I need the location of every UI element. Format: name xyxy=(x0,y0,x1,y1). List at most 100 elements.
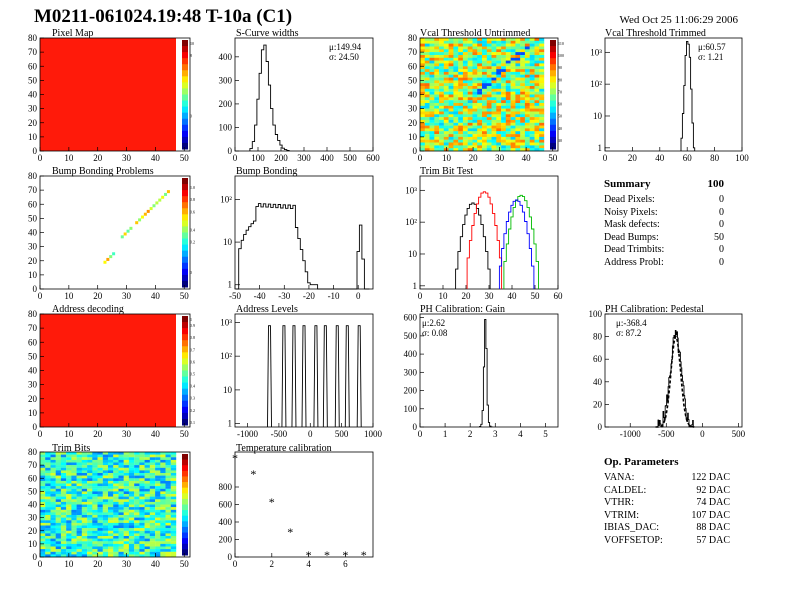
heatmap-cell xyxy=(467,119,473,123)
address-peak xyxy=(334,325,340,428)
heatmap-cell xyxy=(118,470,124,474)
heatmap-cell xyxy=(505,117,511,121)
heatmap-cell xyxy=(496,94,502,98)
heatmap-cell xyxy=(529,38,535,41)
heatmap-cell xyxy=(113,457,119,461)
heatmap-cell xyxy=(55,478,62,482)
heatmap-cell xyxy=(534,134,540,138)
heatmap-cell xyxy=(524,77,530,81)
heatmap-cell xyxy=(429,134,435,138)
heatmap-cell xyxy=(462,91,468,95)
heatmap-cell xyxy=(144,467,150,471)
heatmap-cell xyxy=(50,551,56,555)
heatmap-cell xyxy=(76,541,82,545)
heatmap-cell xyxy=(155,483,161,487)
heatmap-cell xyxy=(524,71,530,75)
heatmap-cell xyxy=(108,522,114,526)
heatmap-cell xyxy=(472,63,478,67)
heatmap-cell xyxy=(108,554,114,558)
heatmap-cell xyxy=(477,38,483,41)
heatmap-cell xyxy=(134,452,140,455)
heatmap-cell xyxy=(472,52,478,56)
x-tick-label: -500 xyxy=(658,429,675,439)
heatmap-cell xyxy=(524,117,530,121)
heatmap-cell xyxy=(443,131,449,135)
heatmap-cell xyxy=(87,480,93,484)
heatmap-cell xyxy=(520,63,526,67)
palette-cell xyxy=(550,82,556,89)
heatmap-cell xyxy=(118,473,124,476)
heatmap-cell xyxy=(448,145,454,149)
heatmap-cell xyxy=(165,525,171,529)
heatmap-cell xyxy=(139,509,145,513)
heatmap-cell xyxy=(505,46,511,50)
heatmap-cell xyxy=(534,55,540,58)
heatmap-cell xyxy=(524,60,530,64)
heatmap-cell xyxy=(529,122,535,126)
heatmap-cell xyxy=(76,488,82,492)
heatmap-cell xyxy=(128,501,135,505)
heatmap-cell xyxy=(477,103,483,106)
heatmap-cell xyxy=(453,122,459,126)
heatmap-cell xyxy=(496,71,502,75)
heatmap-cell xyxy=(149,462,156,466)
heatmap-cell xyxy=(155,517,161,521)
heatmap-cell xyxy=(102,509,109,513)
heatmap-cell xyxy=(520,134,526,138)
heatmap-cell xyxy=(505,100,511,104)
heatmap-cell xyxy=(139,533,145,537)
heatmap-cell xyxy=(149,475,156,479)
heatmap-cell xyxy=(123,454,130,458)
heatmap-cell xyxy=(71,457,77,461)
palette-label: 0.4 xyxy=(190,227,195,232)
heatmap-cell xyxy=(55,538,62,542)
heatmap-cell xyxy=(534,83,540,87)
heatmap-cell xyxy=(165,554,171,558)
heatmap-cell xyxy=(123,543,130,547)
x-tick-label: 600 xyxy=(366,153,380,163)
param-value: 74 DAC xyxy=(696,497,730,508)
heatmap-cell xyxy=(71,459,77,463)
heatmap-cell xyxy=(160,494,166,497)
heatmap-cell xyxy=(165,462,171,466)
heatmap-cell xyxy=(102,470,109,474)
heatmap-cell xyxy=(40,475,46,479)
heatmap-cell xyxy=(113,470,119,474)
heatmap-cell xyxy=(155,522,161,526)
heatmap-cell xyxy=(139,475,145,479)
heatmap-cell xyxy=(160,530,166,534)
heatmap-cell xyxy=(448,108,454,112)
heatmap-cell xyxy=(113,491,119,495)
palette-cell xyxy=(182,364,188,371)
heatmap-cell xyxy=(486,80,492,84)
heatmap-cell xyxy=(97,501,103,505)
heatmap-cell xyxy=(76,528,82,531)
heatmap-cell xyxy=(149,480,156,484)
heatmap-cell xyxy=(113,512,119,516)
calibration-point: * xyxy=(306,548,312,562)
heatmap-cell xyxy=(71,554,77,558)
heatmap-cell xyxy=(491,103,497,106)
heatmap-cell xyxy=(144,522,150,526)
heatmap-cell xyxy=(448,94,454,98)
heatmap-cell xyxy=(71,467,77,471)
heatmap-cell xyxy=(92,522,98,526)
heatmap-cell xyxy=(134,465,140,468)
heatmap-cell xyxy=(429,77,435,81)
heatmap-cell xyxy=(434,55,440,58)
heatmap-cell xyxy=(496,117,502,121)
heatmap-cell xyxy=(134,530,140,534)
heatmap-cell xyxy=(467,128,473,132)
palette-cell xyxy=(182,334,188,341)
heatmap-cell xyxy=(60,536,67,539)
heatmap-cell xyxy=(496,52,502,56)
heatmap-cell xyxy=(534,46,540,50)
palette-cell xyxy=(182,470,188,477)
bump-point xyxy=(109,255,113,259)
heatmap-cell xyxy=(515,46,521,50)
heatmap-cell xyxy=(515,43,521,47)
heatmap-cell xyxy=(510,38,516,41)
heatmap-cell xyxy=(144,465,150,468)
vcal-trimmed-title: Vcal Threshold Trimmed xyxy=(605,28,706,39)
heatmap-cell xyxy=(477,49,483,53)
